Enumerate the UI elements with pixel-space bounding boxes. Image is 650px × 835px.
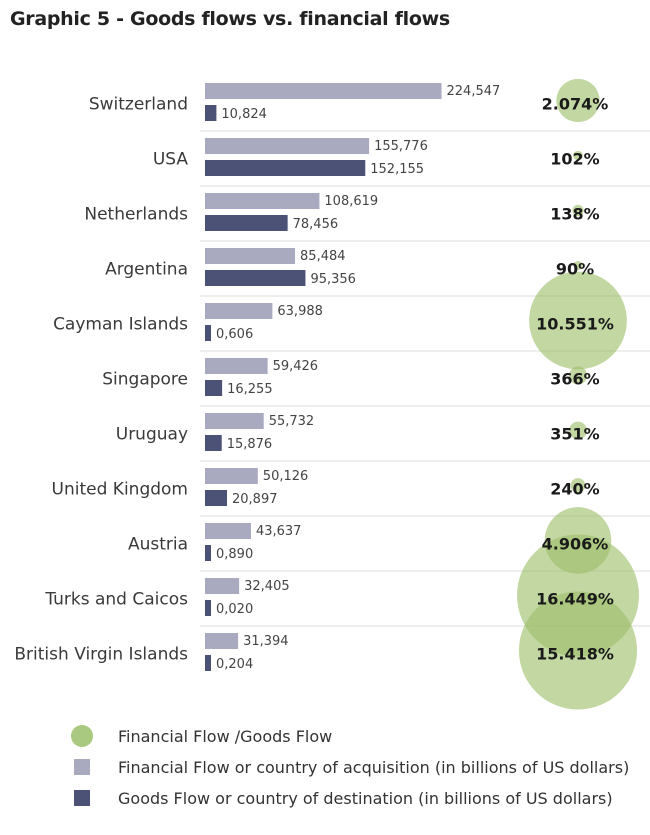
financial-value-label: 85,484 (300, 249, 346, 264)
financial-value-label: 50,126 (263, 469, 309, 484)
legend-label: Financial Flow /Goods Flow (118, 727, 332, 746)
financial-flow-bar (205, 193, 320, 209)
ratio-label: 102% (550, 150, 599, 169)
ratio-label: 4.906% (542, 535, 609, 554)
ratio-bubble (529, 271, 627, 370)
ratio-bubble (570, 478, 586, 493)
goods-flow-bar (205, 600, 211, 616)
ratio-bubble (569, 421, 587, 440)
bar-rows: Switzerland 224,547 10,824 2.074% USA 155,776… (14, 83, 614, 672)
category-label: Switzerland (89, 95, 188, 115)
legend-swatch-circle (71, 725, 93, 747)
goods-flow-bar (205, 215, 288, 231)
goods-flow-bar (205, 325, 211, 341)
legend: Financial Flow /Goods Flow Financial Flow… (71, 725, 629, 808)
ratio-label: 240% (550, 480, 599, 499)
financial-flow-bar (205, 358, 268, 374)
category-label: Netherlands (84, 205, 188, 225)
financial-flow-bar (205, 138, 370, 154)
category-label: British Virgin Islands (14, 645, 188, 665)
goods-value-label: 10,824 (221, 107, 267, 122)
financial-flow-bar (205, 633, 239, 649)
goods-value-label: 78,456 (293, 217, 339, 232)
ratio-label: 2.074% (542, 95, 609, 114)
legend-swatch-square (74, 790, 90, 806)
legend-label: Goods Flow or country of destination (in… (118, 789, 613, 808)
ratio-label: 138% (550, 205, 599, 224)
category-label: Cayman Islands (53, 315, 188, 335)
goods-flow-bar (205, 270, 306, 286)
ratio-bubble (568, 366, 588, 385)
goods-flow-bar (205, 655, 211, 671)
goods-value-label: 0,606 (216, 327, 253, 342)
financial-flow-bar (205, 523, 251, 539)
legend-swatch-square (74, 759, 90, 775)
financial-value-label: 32,405 (244, 579, 290, 594)
ratio-bubble (573, 150, 583, 161)
category-label: Uruguay (116, 425, 188, 445)
ratio-bubble (518, 591, 638, 710)
category-label: United Kingdom (52, 480, 188, 500)
goods-flow-bar (205, 545, 211, 561)
financial-value-label: 108,619 (324, 194, 378, 209)
ratio-bubble (572, 204, 584, 217)
category-label: Singapore (102, 370, 188, 390)
financial-value-label: 55,732 (269, 414, 315, 429)
goods-value-label: 0,204 (216, 657, 253, 672)
goods-flow-bar (205, 435, 222, 451)
goods-value-label: 95,356 (310, 272, 356, 287)
financial-flow-bar (205, 83, 442, 99)
category-label: Turks and Caicos (44, 590, 188, 610)
financial-flow-bar (205, 248, 296, 264)
ratio-label: 10.551% (536, 315, 614, 334)
legend-label: Financial Flow or country of acquisition… (118, 758, 629, 777)
goods-flow-bar (205, 490, 228, 506)
goods-value-label: 20,897 (232, 492, 278, 507)
ratio-label: 15.418% (536, 645, 614, 664)
financial-flow-bar (205, 303, 273, 319)
category-label: Argentina (105, 260, 188, 280)
goods-flow-bar (205, 160, 366, 176)
goods-value-label: 15,876 (227, 437, 273, 452)
financial-flow-bar (205, 468, 258, 484)
ratio-label: 366% (550, 370, 599, 389)
goods-flow-bar (205, 105, 217, 121)
financial-flow-bar (205, 413, 264, 429)
financial-value-label: 155,776 (374, 139, 428, 154)
financial-value-label: 31,394 (243, 634, 289, 649)
category-label: Austria (128, 535, 188, 555)
goods-value-label: 152,155 (370, 162, 424, 177)
goods-value-label: 0,890 (216, 547, 253, 562)
goods-value-label: 0,020 (216, 602, 253, 617)
financial-value-label: 63,988 (277, 304, 323, 319)
financial-value-label: 59,426 (273, 359, 319, 374)
goods-flow-bar (205, 380, 223, 396)
ratio-bubble (573, 260, 583, 271)
financial-flow-bar (205, 578, 240, 594)
financial-value-label: 224,547 (447, 84, 501, 99)
ratio-label: 351% (550, 425, 599, 444)
goods-value-label: 16,255 (227, 382, 273, 397)
ratio-label: 16.449% (536, 590, 614, 609)
financial-value-label: 43,637 (256, 524, 301, 539)
ratio-label: 90% (556, 260, 594, 279)
chart-title: Graphic 5 - Goods flows vs. financial fl… (10, 8, 450, 30)
ratio-bubbles (517, 78, 639, 710)
category-label: USA (153, 150, 189, 170)
ratio-bubble (556, 78, 600, 123)
